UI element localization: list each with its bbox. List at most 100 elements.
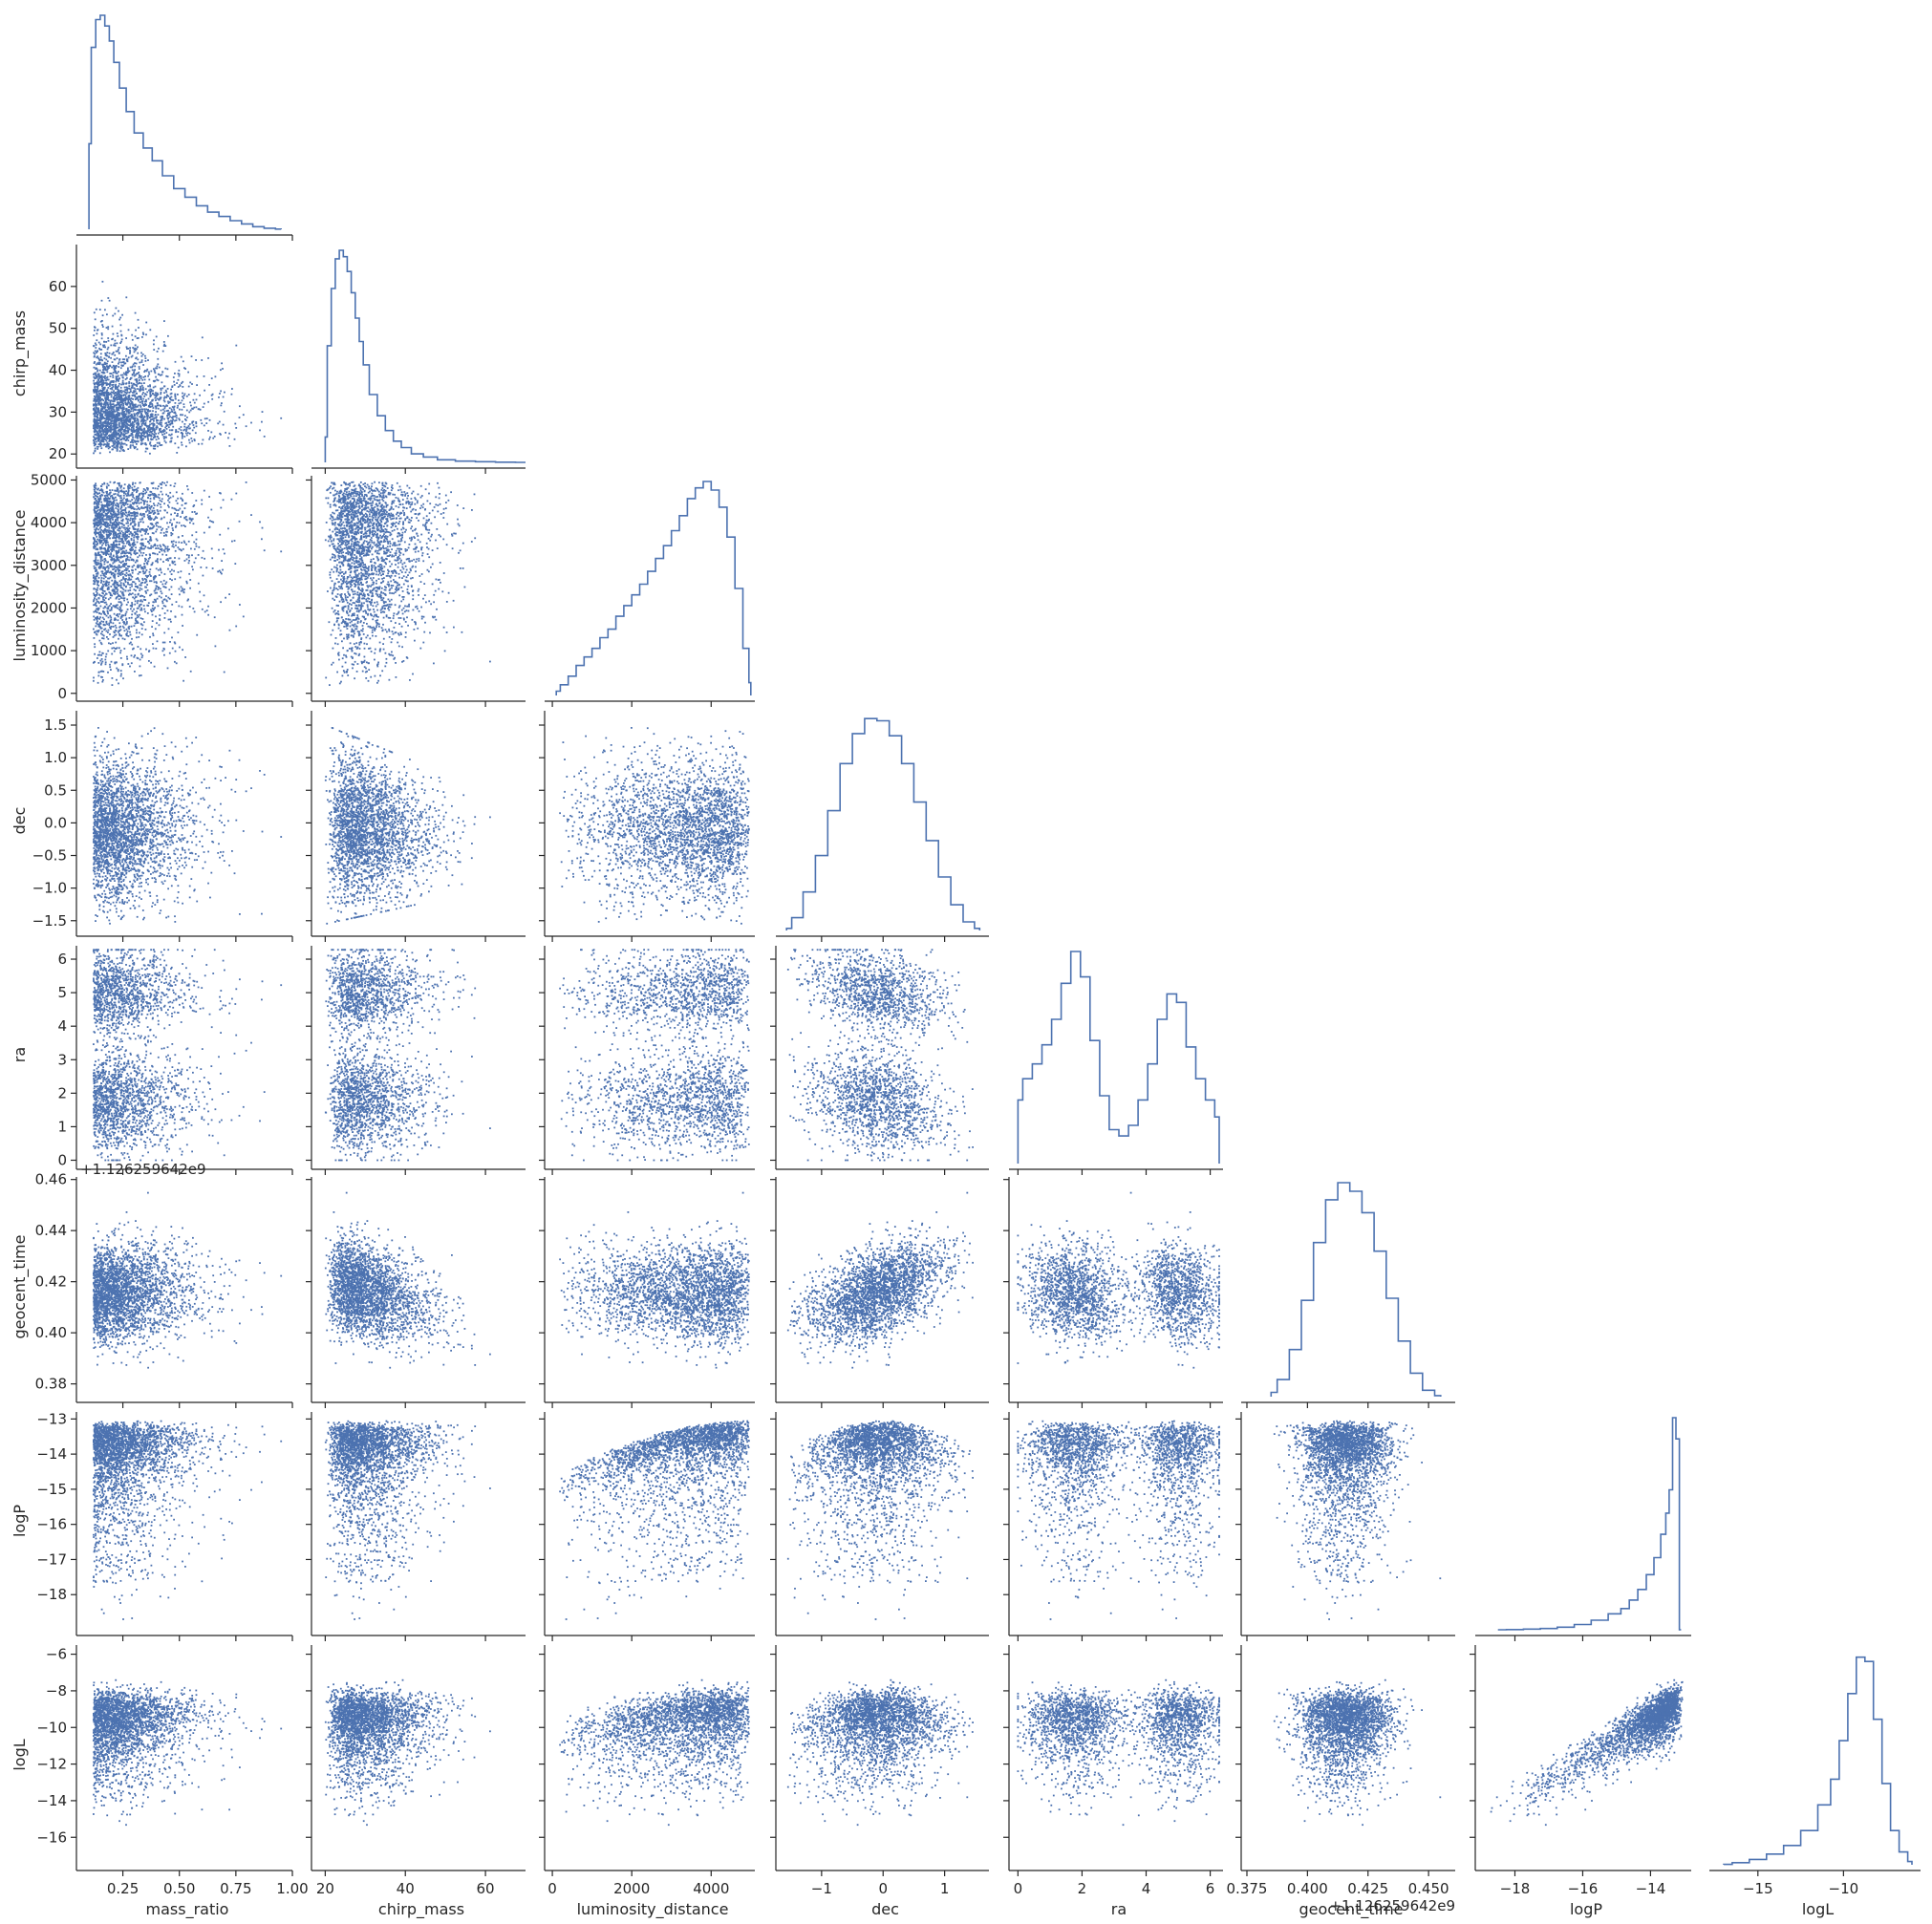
point <box>218 396 220 398</box>
point <box>181 356 182 358</box>
point <box>131 439 133 441</box>
point <box>228 433 230 435</box>
point <box>199 395 201 396</box>
point <box>183 367 185 369</box>
point <box>144 437 146 438</box>
point <box>99 360 101 362</box>
point <box>116 421 118 423</box>
point <box>184 423 186 425</box>
point <box>104 309 106 310</box>
point <box>196 406 198 408</box>
point <box>262 411 264 413</box>
point <box>182 386 183 388</box>
point <box>196 399 198 401</box>
point <box>204 403 205 405</box>
point <box>174 442 176 444</box>
point <box>144 379 146 381</box>
point <box>137 438 139 439</box>
point <box>118 442 120 444</box>
point <box>176 415 178 417</box>
point <box>117 373 118 374</box>
point <box>155 433 157 435</box>
point <box>102 314 104 316</box>
point <box>132 369 134 371</box>
point <box>165 441 167 443</box>
point <box>97 355 98 357</box>
point <box>174 373 176 374</box>
point <box>94 355 96 357</box>
point <box>187 372 189 374</box>
point <box>153 339 155 341</box>
point <box>142 392 144 394</box>
point <box>129 413 131 415</box>
point <box>109 365 111 367</box>
point <box>185 430 187 432</box>
point <box>145 432 147 434</box>
point <box>142 442 144 444</box>
point <box>152 405 154 407</box>
point <box>152 404 154 406</box>
point <box>108 340 110 342</box>
point <box>211 395 213 396</box>
point <box>104 369 106 371</box>
point <box>118 361 120 363</box>
point <box>168 402 170 404</box>
point <box>151 418 153 420</box>
point <box>100 356 102 358</box>
point <box>172 406 174 408</box>
point <box>165 422 167 424</box>
point <box>181 426 182 428</box>
point <box>141 409 143 411</box>
point <box>221 402 223 404</box>
point <box>134 366 136 368</box>
point <box>261 421 263 423</box>
point <box>137 415 139 417</box>
point <box>118 438 120 439</box>
point <box>149 421 151 423</box>
point <box>183 403 185 405</box>
point <box>165 392 167 394</box>
point <box>176 419 178 421</box>
point <box>139 416 140 417</box>
point <box>104 377 106 379</box>
point <box>152 433 154 435</box>
point <box>178 417 180 419</box>
point <box>106 355 108 357</box>
point <box>135 330 137 331</box>
histogram-mass_ratio <box>89 15 281 229</box>
point <box>120 417 122 419</box>
point <box>209 437 211 438</box>
point <box>182 409 183 411</box>
point <box>178 386 180 388</box>
point <box>141 379 143 381</box>
point <box>131 414 133 416</box>
point <box>134 375 136 377</box>
point <box>109 353 111 354</box>
point <box>102 369 104 371</box>
point <box>205 422 207 424</box>
point <box>195 432 197 434</box>
point <box>118 429 120 431</box>
point <box>107 328 109 330</box>
point <box>121 314 123 316</box>
point <box>165 432 167 434</box>
point <box>220 405 222 407</box>
point <box>125 337 127 339</box>
point <box>204 375 205 377</box>
point <box>110 401 112 403</box>
point <box>99 309 101 310</box>
point <box>138 327 140 329</box>
point <box>161 434 163 436</box>
point <box>142 333 144 335</box>
point <box>118 403 120 405</box>
point <box>100 445 102 447</box>
point <box>161 389 162 391</box>
point <box>145 451 147 453</box>
point <box>95 343 97 345</box>
point <box>112 374 114 376</box>
point <box>104 347 106 349</box>
point <box>94 311 96 313</box>
point <box>170 440 172 442</box>
point <box>104 341 106 343</box>
point <box>191 440 193 442</box>
